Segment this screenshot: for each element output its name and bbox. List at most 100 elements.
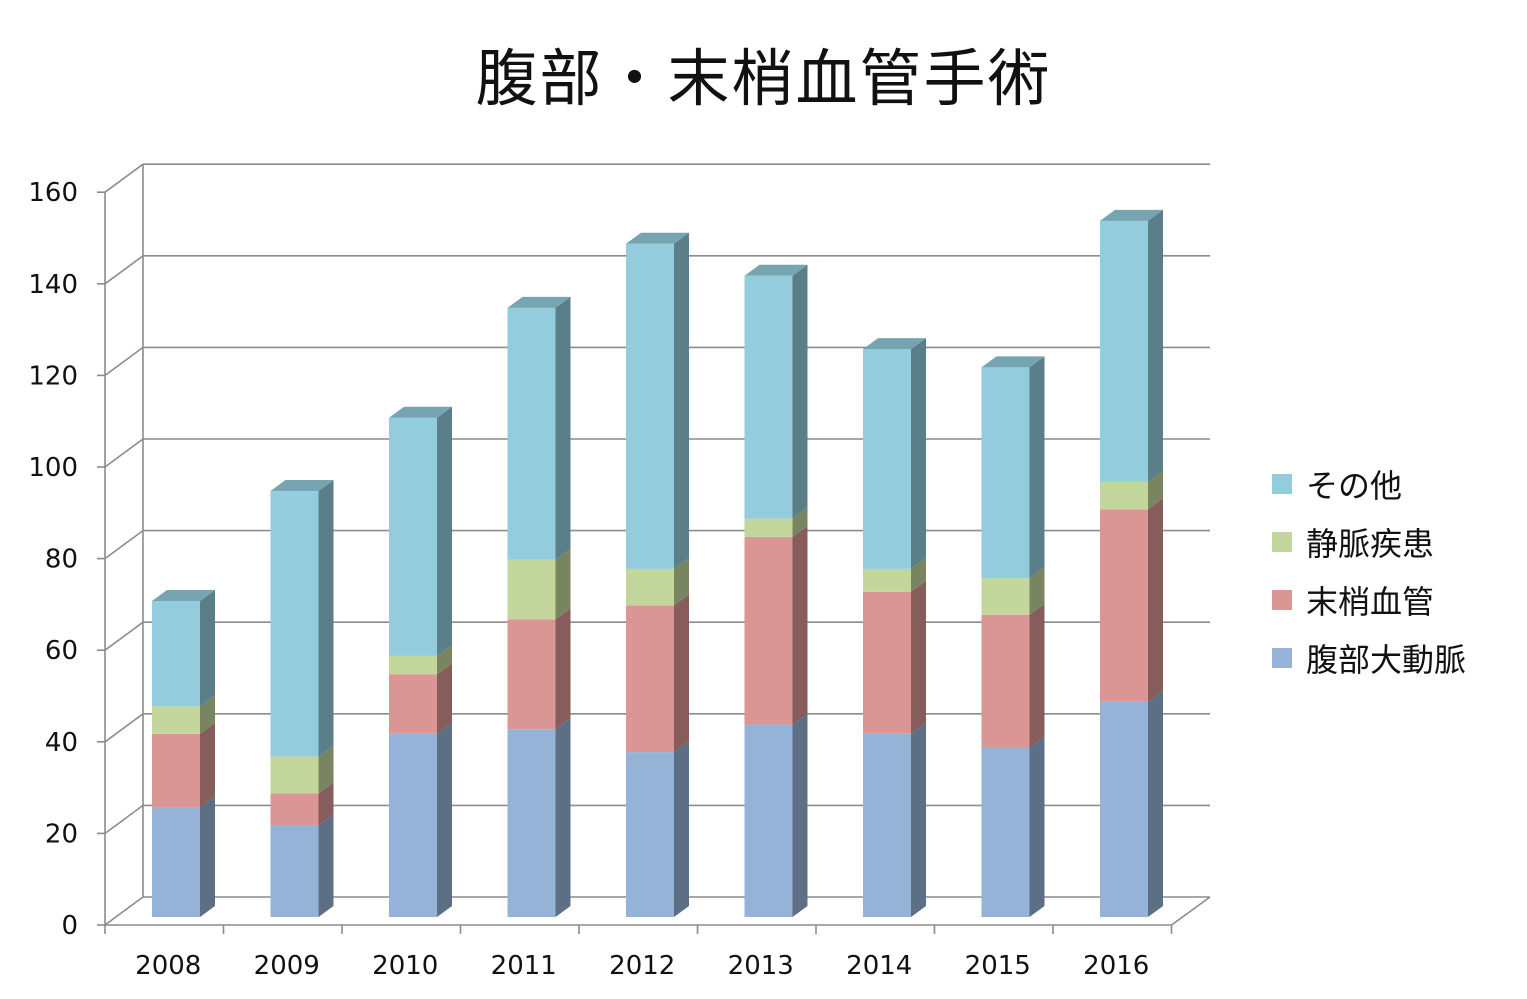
x-tick-label: 2016 xyxy=(1083,951,1149,981)
bar-front xyxy=(507,729,556,917)
bar-front xyxy=(626,752,674,917)
legend-swatch xyxy=(1272,590,1292,610)
bar-side xyxy=(437,644,452,675)
bar-side xyxy=(318,782,334,826)
bar-segment xyxy=(626,741,689,917)
legend-swatch xyxy=(1272,532,1292,552)
floor-edge xyxy=(1171,896,1211,926)
bar-front xyxy=(270,793,319,826)
bar-segment xyxy=(744,507,808,537)
x-tick-label: 2014 xyxy=(846,951,912,981)
bar-segment xyxy=(152,796,215,917)
legend-swatch xyxy=(1272,474,1292,494)
bar-segment xyxy=(1100,470,1163,510)
bar-front xyxy=(152,706,200,734)
bar-top xyxy=(981,356,1045,368)
bar-segment xyxy=(270,814,334,917)
gridline-depth xyxy=(104,346,144,377)
bar-segment xyxy=(981,567,1045,615)
bar-top xyxy=(152,589,215,601)
bar-front xyxy=(981,614,1030,748)
bar-segment xyxy=(270,480,334,757)
bar-front xyxy=(863,591,911,734)
gridline-depth xyxy=(104,896,144,926)
legend-item: その他 xyxy=(1272,455,1466,513)
bar-side xyxy=(911,557,926,592)
bar-front xyxy=(863,349,911,569)
bar-side xyxy=(1148,498,1163,702)
x-tick-label: 2008 xyxy=(135,951,201,981)
bar-side xyxy=(792,525,808,725)
y-tick-label: 40 xyxy=(45,728,78,758)
bar-side xyxy=(1148,690,1163,917)
bar-side xyxy=(200,796,215,917)
bar-segment xyxy=(626,557,689,606)
bar-top xyxy=(270,480,334,492)
x-tick-label: 2012 xyxy=(609,951,675,981)
bar-segment xyxy=(507,718,571,917)
bar-segment xyxy=(507,608,571,730)
bar-side xyxy=(792,507,808,537)
bar-segment xyxy=(981,603,1045,748)
gridline-depth xyxy=(104,438,144,468)
bar-front xyxy=(152,807,200,917)
bar-segment xyxy=(389,663,452,734)
bar-side xyxy=(1029,736,1045,917)
bar-segment xyxy=(626,232,689,569)
bar-segment xyxy=(981,356,1045,579)
bar-side xyxy=(792,264,808,519)
bar-segment xyxy=(389,644,452,675)
bar-side xyxy=(1029,356,1045,579)
y-tick-label: 100 xyxy=(28,453,78,483)
legend-label: その他 xyxy=(1306,467,1403,505)
bar-front xyxy=(626,243,674,569)
bar-front xyxy=(981,747,1030,917)
bar-top xyxy=(389,406,452,418)
chart-title: 腹部・末梢血管手術 xyxy=(475,42,1052,115)
bar-segment xyxy=(270,782,334,826)
bar-side xyxy=(437,406,452,656)
bar-side xyxy=(911,580,926,734)
bar-side xyxy=(555,608,571,730)
y-tick-label: 140 xyxy=(28,270,78,300)
bar-side xyxy=(674,594,689,753)
bar-side xyxy=(1029,603,1045,748)
bar-side xyxy=(200,722,215,808)
legend-label: 腹部大動脈 xyxy=(1306,641,1467,679)
bar-side xyxy=(1148,470,1163,510)
bar-front xyxy=(389,733,437,917)
y-tick-label: 120 xyxy=(28,361,78,391)
bar-front xyxy=(270,825,319,917)
bar-side xyxy=(1029,567,1045,615)
bar-front xyxy=(863,568,911,592)
bar-front xyxy=(744,518,793,537)
bar-top xyxy=(626,232,689,244)
bar-segment xyxy=(744,525,808,725)
bar-front xyxy=(270,756,319,794)
bar-side xyxy=(674,557,689,606)
label-layer: 0 20 40 60 80 100 120 140 160 2008 2009 2010 2011 201… xyxy=(28,178,1149,981)
gridline-depth xyxy=(104,621,144,651)
y-tick-label: 20 xyxy=(45,819,78,849)
bar-top xyxy=(863,338,926,350)
bar-side xyxy=(200,695,215,734)
legend-label: 静脈疾患 xyxy=(1306,525,1435,563)
bar-segment xyxy=(863,580,926,734)
x-tick-label: 2013 xyxy=(728,951,794,981)
bar-segment xyxy=(981,736,1045,917)
legend-label: 末梢血管 xyxy=(1306,583,1435,621)
bar-front xyxy=(270,491,319,757)
bar-side xyxy=(555,548,571,620)
bar-front xyxy=(152,733,200,808)
bar-segment xyxy=(152,589,215,707)
legend-item: 静脈疾患 xyxy=(1272,513,1466,571)
y-tick-label: 80 xyxy=(45,545,78,575)
bar-side xyxy=(318,814,334,917)
bar-front xyxy=(626,568,674,606)
x-tick-label: 2009 xyxy=(254,951,320,981)
bar-front xyxy=(1100,481,1148,510)
bar-segment xyxy=(1100,690,1163,917)
bar-segment xyxy=(626,594,689,753)
bar-segment xyxy=(389,406,452,656)
